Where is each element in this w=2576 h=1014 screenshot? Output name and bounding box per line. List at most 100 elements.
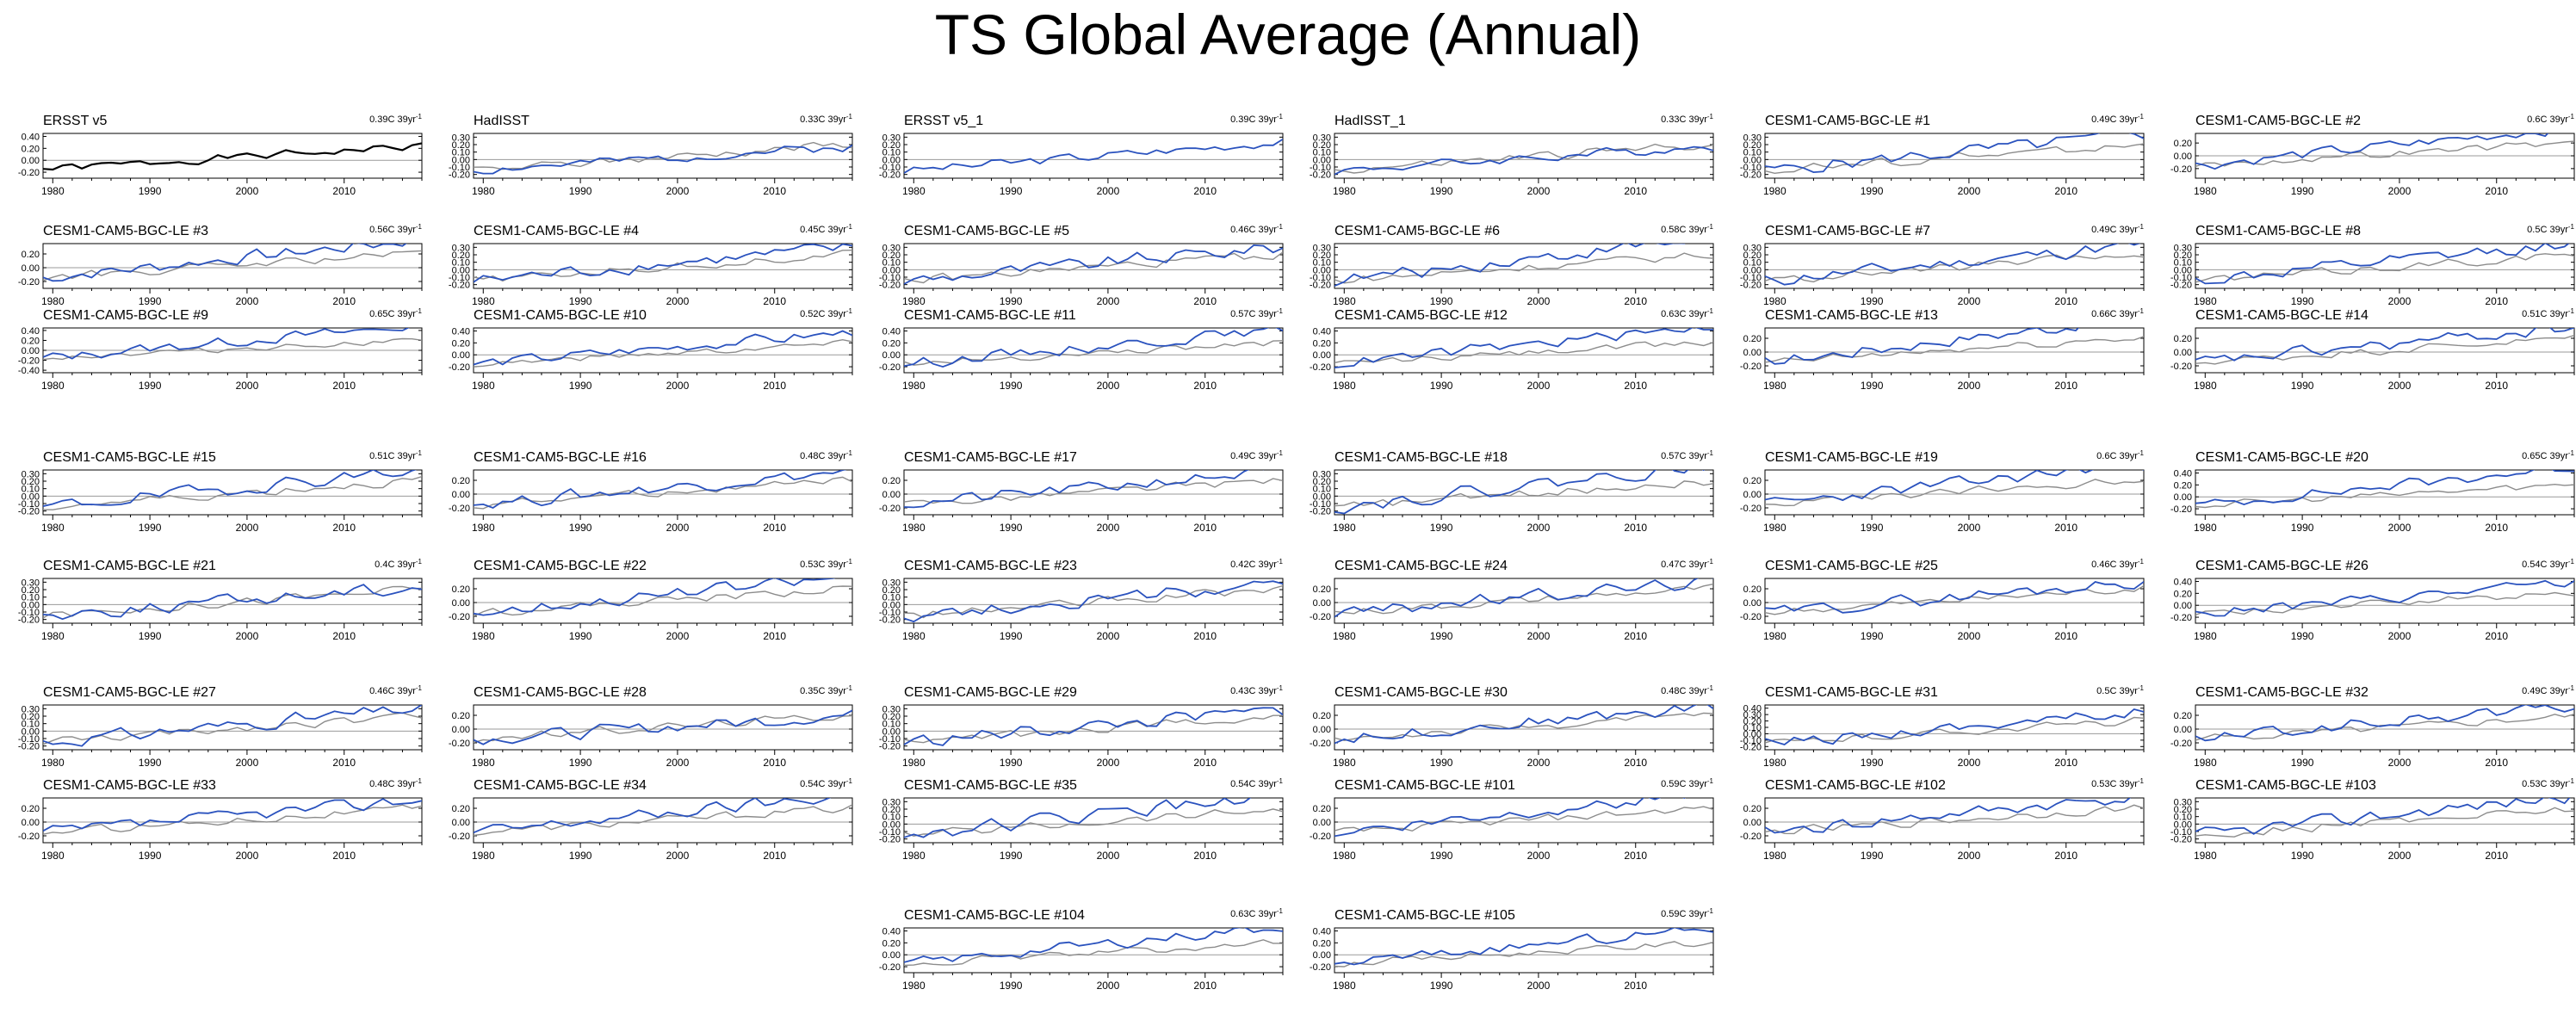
y-tick-label: 0.20 [452,250,470,261]
y-tick-label: 0.00 [22,346,40,356]
panel-chart: CESM1-CAM5-BGC-LE #11 0.57C 39yr-1 0.400.2… [879,307,1284,393]
plot-frame [42,704,423,751]
x-tick-label: 1980 [902,630,926,642]
figure-title: TS Global Average (Annual) [934,3,1642,66]
x-tick-label: 2010 [1624,980,1647,992]
x-tick-label: 2000 [1097,295,1120,307]
y-tick-label: 0.20 [882,140,901,151]
x-tick-label: 1990 [1430,380,1453,392]
y-tick-label: 0.30 [882,578,901,588]
reference-series-line [2195,140,2574,168]
y-tick-label: -0.10 [1740,736,1762,746]
y-tick-label: 0.00 [2174,819,2192,830]
y-tick-label: 0.20 [2174,711,2192,721]
series-line [1765,244,2141,286]
panel-title: CESM1-CAM5-BGC-LE #12 [1334,308,1508,323]
x-tick-label: 1980 [1333,380,1356,392]
x-tick-label: 1990 [1430,850,1453,862]
x-tick-label: 2000 [1527,380,1551,392]
y-tick-label: 0.40 [1743,704,1762,714]
plot-frame [2195,327,2575,374]
y-tick-label: 0.30 [882,243,901,253]
y-tick-label: -0.10 [1740,273,1762,283]
x-tick-label: 1980 [41,850,65,862]
panel-9: CESM1-CAM5-BGC-LE #5 0.46C 39yr-1 0.30 0.20… [879,222,1334,330]
panel-title: CESM1-CAM5-BGC-LE #33 [43,778,216,793]
x-tick-label: 2000 [2388,380,2412,392]
panel-title: ERSST v5 [43,114,108,128]
x-tick-label: 1990 [569,295,592,307]
y-tick-label: 0.00 [1743,490,1762,500]
y-tick-label: 0.00 [22,492,40,502]
y-tick-label: -0.20 [18,742,40,752]
x-tick-label: 1980 [472,630,495,642]
x-tick-label: 1980 [472,522,495,534]
reference-series-line [904,939,1283,967]
reference-series-line [1765,716,2144,744]
panel-chart: CESM1-CAM5-BGC-LE #3 0.56C 39yr-1 0.20 0.00… [18,223,423,308]
panel-trend: 0.63C 39yr-1 [1230,907,1283,920]
plot-frame [1334,704,1714,751]
x-tick-label: 2000 [1958,757,1981,769]
x-tick-label: 2000 [2388,757,2412,769]
panel-title: CESM1-CAM5-BGC-LE #101 [1334,778,1515,793]
panel-chart: ERSST v5 0.39C 39yr-1 0.40 0.20 0.00 -0.20198… [18,113,423,198]
panel-1: ERSST v5 0.39C 39yr-1 0.40 0.20 0.00 -0.20 198… [18,112,474,219]
y-tick-label: -0.20 [2170,835,2192,845]
y-tick-label: 0.00 [882,265,901,275]
series-line [1334,470,1706,515]
y-tick-label: 0.10 [22,593,40,603]
y-tick-label: 0.20 [2174,805,2192,815]
panel-trend: 0.48C 39yr-1 [369,777,422,790]
panel-chart: CESM1-CAM5-BGC-LE #24 0.47C 39yr-1 0.20 0.0… [1310,558,1714,643]
y-tick-label: -0.20 [449,739,470,749]
plot-frame [473,469,853,516]
x-tick-label: 1990 [569,522,592,534]
x-tick-label: 2010 [1193,757,1217,769]
x-tick-label: 2000 [1097,850,1120,862]
x-tick-label: 2010 [2485,295,2508,307]
plot-frame [1764,797,2145,844]
x-tick-label: 2010 [1193,295,1217,307]
panel-trend: 0.5C 39yr-1 [2096,684,2144,697]
panel-title: CESM1-CAM5-BGC-LE #26 [2195,559,2369,573]
y-tick-label: 0.30 [1313,133,1331,143]
panel-trend: 0.57C 39yr-1 [1661,449,1713,462]
y-tick-label: 0.00 [1313,818,1331,828]
panel-chart: CESM1-CAM5-BGC-LE #28 0.35C 39yr-1 0.20 0.0… [449,684,853,770]
y-tick-label: -0.20 [18,168,40,178]
panel-2: HadISST 0.33C 39yr-1 0.30 0.20 0.10 0.00 -0.10… [449,112,904,219]
x-tick-label: 1980 [41,522,65,534]
panel-chart: CESM1-CAM5-BGC-LE #1 0.49C 39yr-1 0.300.20… [1740,113,2145,198]
y-tick-label: 0.00 [452,350,470,361]
reference-series-line [2195,807,2574,838]
reference-series-line [2195,253,2574,283]
plot-frame [42,469,423,516]
y-tick-label: -0.10 [18,608,40,618]
panel-chart: CESM1-CAM5-BGC-LE #103 0.53C 39yr-10.300.… [2170,777,2575,863]
panel-23: CESM1-CAM5-BGC-LE #19 0.6C 39yr-1 0.20 0.00… [1740,448,2195,556]
x-tick-label: 2000 [1958,380,1981,392]
y-tick-label: 0.20 [22,585,40,596]
y-tick-label: 0.20 [882,338,901,349]
x-tick-label: 2010 [763,630,786,642]
y-tick-label: 0.20 [22,144,40,154]
reference-series-line [1765,254,2144,283]
panel-trend: 0.51C 39yr-1 [369,449,422,462]
y-tick-label: 0.20 [1313,938,1331,949]
y-tick-label: -0.20 [879,504,901,514]
panel-chart: CESM1-CAM5-BGC-LE #8 0.5C 39yr-10.300.200… [2170,223,2575,308]
panel-26: CESM1-CAM5-BGC-LE #22 0.53C 39yr-1 0.20 0.0… [449,557,904,665]
y-tick-label: -0.20 [1310,739,1331,749]
series-line [474,470,847,510]
y-tick-label: -0.20 [449,504,470,514]
y-tick-label: 0.30 [1743,133,1762,143]
panel-37: CESM1-CAM5-BGC-LE #33 0.48C 39yr-1 0.20 0.0… [18,776,474,884]
panel-chart: CESM1-CAM5-BGC-LE #6 0.58C 39yr-1 0.300.20… [1310,223,1714,308]
x-tick-label: 1980 [1333,295,1356,307]
x-tick-label: 2000 [1958,522,1981,534]
y-tick-label: -0.10 [2170,827,2192,838]
plot-frame [1764,469,2145,516]
y-tick-label: 0.10 [882,593,901,603]
